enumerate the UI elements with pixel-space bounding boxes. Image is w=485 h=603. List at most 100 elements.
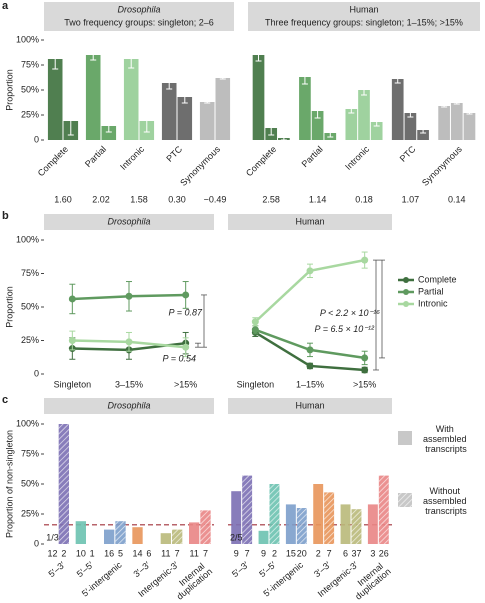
x-tick-label: Partial [300, 144, 325, 169]
count-label: 7 [245, 548, 250, 558]
score-label: 1.58 [130, 194, 148, 204]
bar [438, 106, 450, 140]
bar [215, 78, 231, 140]
bar [252, 55, 265, 140]
bar [313, 484, 324, 544]
point [251, 326, 259, 334]
y-axis-label: Proportion of non-singleton [4, 430, 14, 538]
point [182, 343, 190, 351]
y-tick-label: 0 [34, 368, 39, 378]
facet-header [228, 214, 392, 230]
legend-hatch [398, 493, 412, 507]
y-tick-label: 50% [21, 478, 39, 488]
point [68, 337, 76, 344]
count-label: 11 [189, 548, 198, 558]
score-label: 1.60 [54, 194, 72, 204]
x-tick-label: PTC [398, 144, 418, 164]
count-label: 14 [132, 548, 142, 558]
y-axis-label: Proportion [4, 286, 14, 328]
y-tick-label: 100% [16, 418, 39, 428]
y-tick-label: 50% [21, 84, 39, 94]
score-label: 0.30 [168, 194, 186, 204]
point [306, 362, 314, 370]
score-label: 0.18 [355, 194, 373, 204]
x-tick-label: PTC [164, 144, 184, 164]
legend-label: Complete [418, 274, 457, 284]
x-tick-label: >15% [353, 379, 376, 389]
bar [104, 529, 115, 544]
hatch-overlay [58, 424, 69, 544]
bar [404, 113, 417, 140]
hatch-overlay [378, 475, 389, 544]
count-label: 26 [379, 548, 389, 558]
bar [299, 77, 311, 140]
count-label: 15 [286, 548, 296, 558]
count-label: 37 [351, 548, 361, 558]
bar [161, 83, 177, 140]
bar [258, 530, 269, 544]
y-tick-label: 100% [16, 234, 39, 244]
facet-header [44, 2, 234, 31]
count-label: 20 [297, 548, 307, 558]
legend-point [403, 301, 409, 307]
count-label: 6 [146, 548, 151, 558]
bar [132, 527, 143, 544]
x-tick-label: >15% [174, 379, 197, 389]
y-tick-label: 25% [21, 508, 39, 518]
point [182, 291, 190, 299]
y-tick-label: 50% [21, 301, 39, 311]
bar [311, 111, 324, 140]
bar [367, 504, 378, 544]
count-label: 2 [61, 548, 66, 558]
y-tick-label: 75% [21, 268, 39, 278]
count-label: 12 [47, 548, 57, 558]
x-tick-label: 5′–3′ [230, 559, 251, 579]
y-tick-label: 75% [21, 448, 39, 458]
x-tick-label: Complete [36, 144, 70, 178]
bar-note: 2/5 [230, 532, 243, 542]
x-tick-label: Synonymous [420, 144, 464, 188]
bar [358, 90, 370, 140]
bar [47, 59, 63, 140]
hatch-overlay [115, 521, 126, 544]
score-label: −0.49 [204, 194, 227, 204]
facet-title: Human [349, 4, 378, 14]
point [361, 354, 369, 362]
facet-title: Human [295, 400, 324, 410]
x-tick-label: 5′–3′ [46, 559, 67, 579]
hatch-overlay [200, 510, 211, 544]
legend-label: Partial [418, 286, 444, 296]
bar [417, 130, 429, 140]
facet-header [44, 214, 214, 230]
bar [75, 521, 86, 544]
bar [340, 504, 351, 544]
bar-note: 1/3 [46, 532, 59, 542]
bar [160, 533, 171, 544]
y-tick-label: 100% [16, 34, 39, 44]
x-tick-label: Synonymous [178, 144, 222, 188]
p-value: P = 0.87 [169, 307, 203, 317]
count-label: 16 [104, 548, 114, 558]
hatch-overlay [296, 508, 307, 544]
count-label: 7 [203, 548, 208, 558]
facet-title: Drosophila [117, 4, 160, 14]
hatch-overlay [269, 484, 280, 544]
point [125, 292, 133, 300]
p-value: P < 2.2 × 10⁻¹⁶ [320, 308, 380, 318]
count-label: 9 [261, 548, 266, 558]
y-tick-label: 25% [21, 109, 39, 119]
x-tick-label: Singleton [237, 379, 275, 389]
x-tick-label: 5′–5′ [257, 559, 278, 579]
hatch-overlay [242, 475, 253, 544]
bar [391, 79, 404, 140]
legend-swatch [398, 431, 412, 445]
y-tick-label: 0 [34, 538, 39, 548]
y-tick-label: 25% [21, 335, 39, 345]
point [251, 318, 259, 326]
x-tick-label: Complete [244, 144, 278, 178]
hatch-overlay [172, 529, 183, 544]
bar [189, 522, 200, 544]
x-tick-label: 3–15% [115, 379, 143, 389]
panel-letter: a [2, 0, 9, 12]
